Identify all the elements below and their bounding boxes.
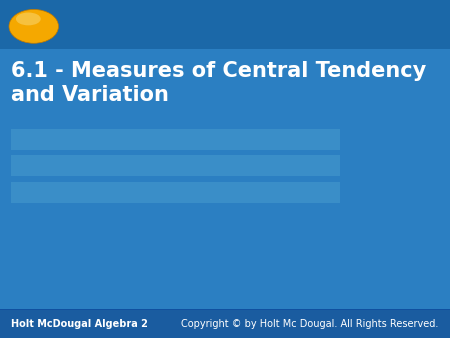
Text: Copyright © by Holt Mc Dougal. All Rights Reserved.: Copyright © by Holt Mc Dougal. All Right… xyxy=(181,319,439,329)
Bar xyxy=(0,310,450,338)
Text: 6.1 - Measures of Central Tendency
and Variation: 6.1 - Measures of Central Tendency and V… xyxy=(11,61,427,105)
Bar xyxy=(0,0,450,49)
Text: Holt McDougal Algebra 2: Holt McDougal Algebra 2 xyxy=(11,319,148,329)
Ellipse shape xyxy=(16,13,40,25)
Ellipse shape xyxy=(9,9,58,43)
Bar xyxy=(11,129,340,150)
Bar xyxy=(0,309,450,310)
Bar xyxy=(11,182,340,203)
Bar xyxy=(11,155,340,176)
